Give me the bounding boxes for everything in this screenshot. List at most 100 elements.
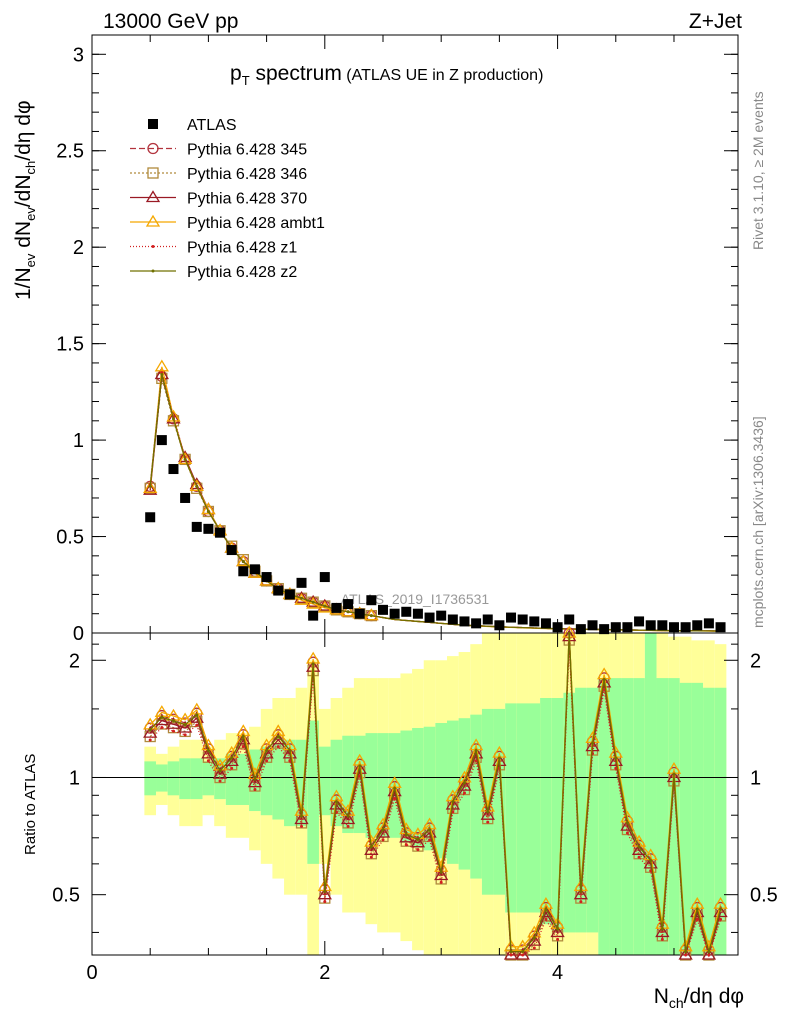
- x-tick-label: 2: [319, 962, 330, 984]
- data-point: [634, 616, 645, 627]
- mc-point: [201, 502, 216, 515]
- ratio-point: [271, 732, 286, 745]
- y-tick-label: 2: [73, 237, 84, 259]
- ratio-point: [346, 814, 350, 818]
- data-point: [471, 618, 482, 629]
- ratio-point: [177, 720, 193, 733]
- ratio-point: [288, 759, 292, 763]
- ratio-point: [509, 953, 513, 957]
- ratio-point: [614, 756, 618, 760]
- process-label: Z+Jet: [688, 10, 742, 33]
- ratio-point: [445, 797, 460, 810]
- data-point: [436, 610, 447, 621]
- ratio-point: [462, 791, 466, 795]
- ratio-point: [381, 828, 385, 832]
- green-band-bin: [633, 678, 645, 955]
- x-tick-label: 0: [86, 962, 97, 984]
- green-band-bin: [202, 761, 215, 796]
- data-point: [366, 595, 377, 606]
- mc-point: [300, 596, 304, 600]
- ratio-point: [556, 927, 560, 931]
- mc-point: [369, 614, 373, 618]
- data-point: [447, 614, 458, 625]
- ratio-point: [655, 925, 670, 938]
- ratio-point: [410, 835, 426, 848]
- ratio-point: [649, 859, 653, 863]
- green-band-bin: [528, 703, 541, 913]
- green-band-bin: [516, 703, 529, 913]
- ratio-tick-label-right: 1: [750, 767, 761, 789]
- ratio-axis-label-wrap: Ratio to ATLAS: [20, 650, 50, 910]
- ratio-point: [428, 838, 432, 842]
- ratio-point: [212, 766, 228, 779]
- data-point: [145, 512, 156, 523]
- legend-marker: [147, 142, 159, 155]
- ratio-point: [608, 754, 623, 767]
- ratio-point: [416, 848, 420, 852]
- ratio-point: [625, 821, 629, 825]
- data-point: [424, 612, 435, 623]
- data-point: [622, 622, 633, 633]
- ratio-point: [428, 828, 432, 832]
- ratio-point: [148, 728, 152, 732]
- legend-label: Pythia 6.428 345: [187, 142, 307, 159]
- title-rest: spectrum: [249, 62, 342, 85]
- mc-point: [323, 604, 327, 608]
- ratio-plot-frame: [91, 632, 739, 956]
- green-band-bin: [342, 735, 354, 834]
- data-point: [715, 622, 726, 633]
- mc-point: [189, 479, 204, 492]
- ratio-point: [695, 907, 699, 911]
- ratio-point: [183, 733, 187, 737]
- data-point: [657, 620, 668, 631]
- ratio-point: [707, 953, 711, 957]
- ratio-point: [241, 745, 245, 749]
- ratio-point: [503, 947, 519, 960]
- mc-point: [154, 359, 169, 372]
- rivet-version-label-wrap: Rivet 3.1.10, ≥ 2M events: [748, 40, 770, 290]
- data-point: [401, 606, 412, 617]
- ratio-point: [369, 855, 373, 859]
- ratio-point: [439, 870, 443, 874]
- y-tick-label: 1.5: [56, 334, 84, 356]
- ratio-point: [358, 764, 362, 768]
- ratio-tick-label: 0.5: [52, 885, 80, 907]
- data-point: [517, 614, 528, 625]
- data-point: [494, 620, 505, 631]
- ratio-point: [451, 810, 455, 814]
- ratio-point: [288, 748, 292, 752]
- ratio-point: [294, 812, 309, 825]
- ratio-point: [323, 889, 327, 893]
- ratio-point: [521, 953, 525, 957]
- ratio-series-6: [148, 631, 723, 955]
- green-band-bin: [377, 733, 389, 838]
- green-band-bin: [237, 753, 250, 805]
- ratio-point: [695, 917, 699, 921]
- ratio-point: [625, 831, 629, 835]
- data-point: [180, 492, 191, 503]
- title-main: p: [230, 62, 242, 85]
- title-small: (ATLAS UE in Z production): [341, 67, 544, 84]
- green-band-bin: [330, 739, 343, 827]
- green-band-bin: [435, 723, 448, 859]
- data-point: [238, 566, 249, 577]
- green-band-bin: [179, 758, 191, 800]
- ratio-point: [474, 748, 478, 752]
- legend-marker: [145, 214, 161, 227]
- ratio-point: [637, 845, 641, 849]
- mc-point: [148, 484, 152, 488]
- ratio-point: [690, 905, 705, 918]
- ratio-point: [265, 759, 269, 763]
- ratio-point: [230, 756, 234, 760]
- ratio-point: [579, 889, 583, 893]
- ratio-point: [300, 824, 304, 828]
- ratio-point: [206, 748, 210, 752]
- legend-label: Pythia 6.428 ambt1: [187, 215, 325, 232]
- ratio-point: [544, 917, 548, 921]
- ratio-series-line: [149, 633, 722, 955]
- ratio-point: [340, 812, 356, 825]
- y-tick-label: 1: [73, 430, 84, 452]
- ratio-point: [672, 772, 676, 776]
- legend: ATLAS Pythia 6.428 345 Pythia 6.428 346 Pyt…: [130, 117, 325, 281]
- ratio-point: [596, 675, 612, 688]
